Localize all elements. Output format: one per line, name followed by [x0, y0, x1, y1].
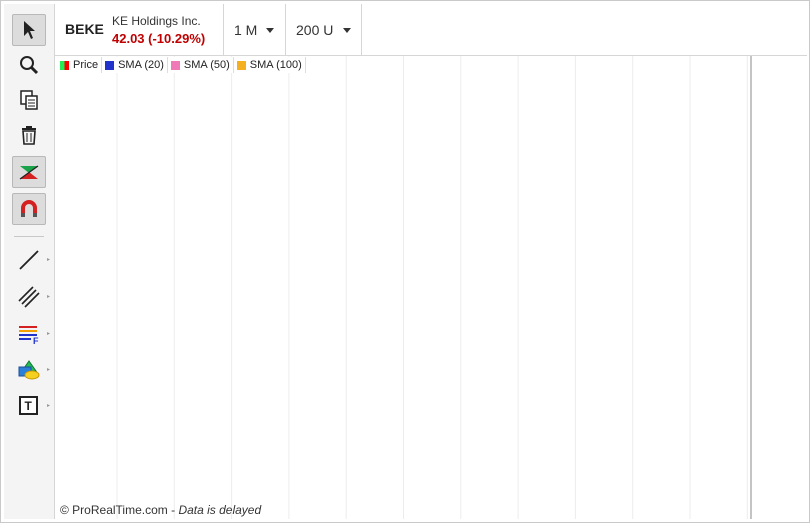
ticker-symbol[interactable]: BEKE: [65, 21, 104, 37]
legend-item-price[interactable]: Price: [57, 57, 103, 73]
legend-item-sma20[interactable]: SMA (20): [102, 57, 168, 73]
legend-item-sma100[interactable]: SMA (100): [234, 57, 306, 73]
header-divider: [361, 4, 362, 55]
chevron-down-icon: [343, 28, 351, 33]
chart-header: BEKE KE Holdings Inc. 42.03 (-10.29%) 1 …: [55, 4, 807, 56]
legend-label: SMA (20): [118, 59, 164, 71]
legend-label: Price: [73, 59, 99, 71]
sma20-swatch: [105, 60, 115, 70]
period-value: 1 M: [234, 22, 258, 38]
trash-icon[interactable]: [12, 119, 46, 151]
trendline-icon[interactable]: ▸: [12, 244, 50, 276]
source-credit: © ProRealTime.com: [60, 503, 168, 517]
channel-icon[interactable]: ▸: [12, 281, 50, 313]
price-change: 42.03 (-10.29%): [112, 31, 206, 46]
svg-text:F: F: [33, 336, 39, 345]
legend-label: SMA (50): [183, 59, 230, 71]
cursor-icon[interactable]: [12, 14, 46, 46]
toolbar-separator: [14, 236, 44, 237]
chart-style-icon[interactable]: [12, 156, 46, 188]
chevron-down-icon: [266, 28, 274, 33]
zoom-icon[interactable]: [12, 49, 46, 81]
delay-notice: Data is delayed: [178, 503, 262, 517]
sma50-swatch: [170, 60, 180, 70]
legend-label: SMA (100): [249, 59, 302, 71]
copy-icon[interactable]: [12, 84, 46, 116]
text-icon[interactable]: T ▸: [12, 390, 50, 422]
drawing-toolbar: ▸ ▸ F ▸ ▸ T ▸: [4, 4, 55, 519]
period-dropdown[interactable]: 1 M: [224, 4, 285, 55]
company-name: KE Holdings Inc.: [112, 14, 201, 28]
units-value: 200 U: [296, 22, 334, 38]
price-swatch: [60, 60, 69, 70]
fibonacci-icon[interactable]: F ▸: [19, 326, 50, 345]
magnet-icon[interactable]: [12, 193, 46, 225]
svg-text:T: T: [25, 399, 33, 413]
units-dropdown[interactable]: 200 U: [286, 4, 361, 55]
sma100-swatch: [236, 60, 246, 70]
header-divider: [285, 4, 286, 55]
header-divider: [223, 4, 224, 55]
legend-item-sma50[interactable]: SMA (50): [168, 57, 234, 73]
shapes-icon[interactable]: ▸: [12, 354, 50, 386]
data-credit: © ProRealTime.com - Data is delayed: [60, 503, 262, 517]
chart-legend: Price SMA (20) SMA (50) SMA (100): [57, 57, 306, 73]
